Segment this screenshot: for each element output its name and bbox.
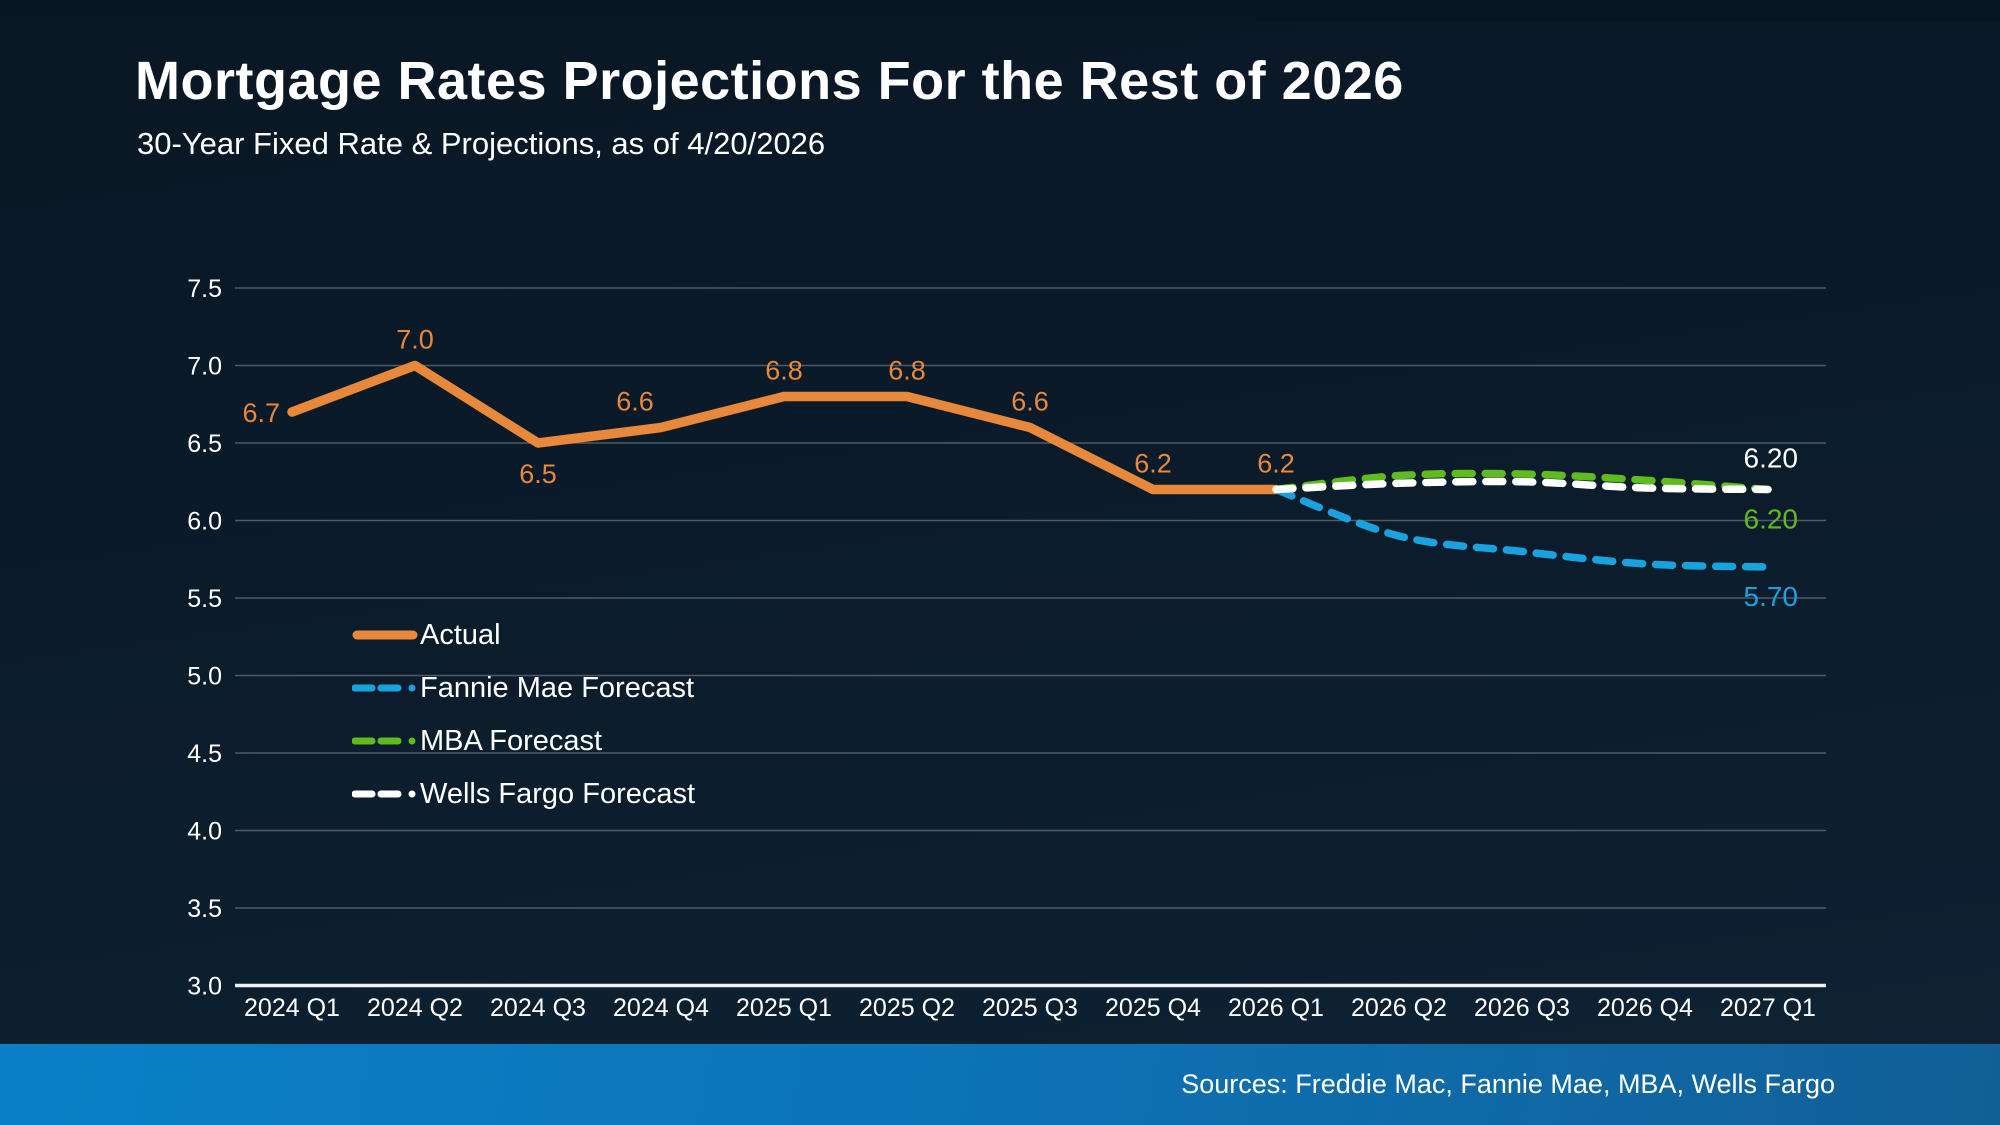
data-label-actual: 6.6 — [616, 387, 654, 417]
y-axis-tick-label: 4.5 — [187, 740, 222, 768]
y-axis-tick-label: 6.0 — [187, 508, 222, 536]
series-line-actual — [287, 360, 1281, 495]
x-axis-tick-label: 2026 Q4 — [1597, 994, 1693, 1022]
y-axis-tick-label: 7.5 — [187, 275, 222, 303]
x-axis-tick-label: 2025 Q4 — [1105, 994, 1201, 1022]
x-axis-tick-label: 2024 Q4 — [613, 994, 709, 1022]
end-label-fannie-mae-forecast: 5.70 — [1744, 581, 1799, 612]
end-label-wells-fargo-forecast: 6.20 — [1744, 443, 1799, 474]
x-axis-tick-label: 2025 Q1 — [736, 994, 832, 1022]
legend-item-actual: Actual — [352, 618, 695, 652]
legend-label-actual: Actual — [420, 618, 501, 651]
y-axis-tick-label: 6.5 — [187, 430, 222, 458]
legend-item-wells-fargo: Wells Fargo Forecast — [352, 777, 695, 811]
page-title: Mortgage Rates Projections For the Rest … — [135, 51, 1404, 111]
data-label-actual: 7.0 — [396, 325, 434, 355]
x-axis-tick-label: 2025 Q3 — [982, 994, 1078, 1022]
x-axis-tick-label: 2026 Q2 — [1351, 994, 1447, 1022]
x-axis-tick-label: 2026 Q1 — [1228, 994, 1324, 1022]
legend-swatch-wells-dashed-line — [352, 790, 416, 798]
x-axis-tick-label: 2024 Q3 — [490, 994, 586, 1022]
sources-text: Sources: Freddie Mac, Fannie Mae, MBA, W… — [1181, 1069, 1835, 1099]
y-axis-tick-label: 4.0 — [187, 818, 222, 846]
data-label-actual: 6.2 — [1134, 449, 1172, 479]
page-subtitle: 30-Year Fixed Rate & Projections, as of … — [137, 126, 826, 161]
legend-label-fannie-mae: Fannie Mae Forecast — [420, 671, 695, 704]
end-label-mba-forecast: 6.20 — [1744, 504, 1799, 535]
series-line-fannie-mae-forecast — [1272, 485, 1772, 571]
series-line-mba-forecast — [1272, 469, 1772, 494]
x-axis-tick-label: 2026 Q3 — [1474, 994, 1570, 1022]
x-axis-tick-label: 2027 Q1 — [1720, 994, 1816, 1022]
series-line-wells-fargo-forecast — [1272, 477, 1772, 494]
legend-label-mba: MBA Forecast — [420, 724, 603, 757]
top-band — [0, 0, 2000, 23]
x-axis-tick-label: 2024 Q1 — [244, 994, 340, 1022]
data-label-actual: 6.8 — [765, 356, 803, 386]
x-axis-tick-label: 2025 Q2 — [859, 994, 955, 1022]
data-label-actual: 6.6 — [1011, 387, 1049, 417]
y-axis-tick-label: 5.0 — [187, 663, 222, 691]
legend-item-fannie-mae: Fannie Mae Forecast — [352, 671, 695, 705]
legend-swatch-fannie-dashed-line — [352, 684, 416, 692]
y-axis-tick-label: 3.5 — [187, 895, 222, 923]
legend-item-mba: MBA Forecast — [352, 724, 695, 758]
y-axis-tick-label: 7.0 — [187, 353, 222, 381]
legend-swatch-actual-line — [352, 630, 418, 640]
legend-label-wells-fargo: Wells Fargo Forecast — [420, 777, 696, 810]
y-axis-tick-label: 3.0 — [187, 973, 222, 1001]
data-label-actual: 6.5 — [519, 459, 557, 489]
data-label-actual: 6.7 — [242, 398, 280, 428]
chart-legend: Actual Fannie Mae Forecast MBA Forecast … — [352, 618, 695, 830]
footer-bar: Sources: Freddie Mac, Fannie Mae, MBA, W… — [0, 1044, 2000, 1125]
x-axis-tick-label: 2024 Q2 — [367, 994, 463, 1022]
data-label-actual: 6.8 — [888, 356, 926, 386]
data-label-actual: 6.2 — [1257, 449, 1295, 479]
y-axis-tick-label: 5.5 — [187, 585, 222, 613]
legend-swatch-mba-dashed-line — [352, 737, 416, 745]
